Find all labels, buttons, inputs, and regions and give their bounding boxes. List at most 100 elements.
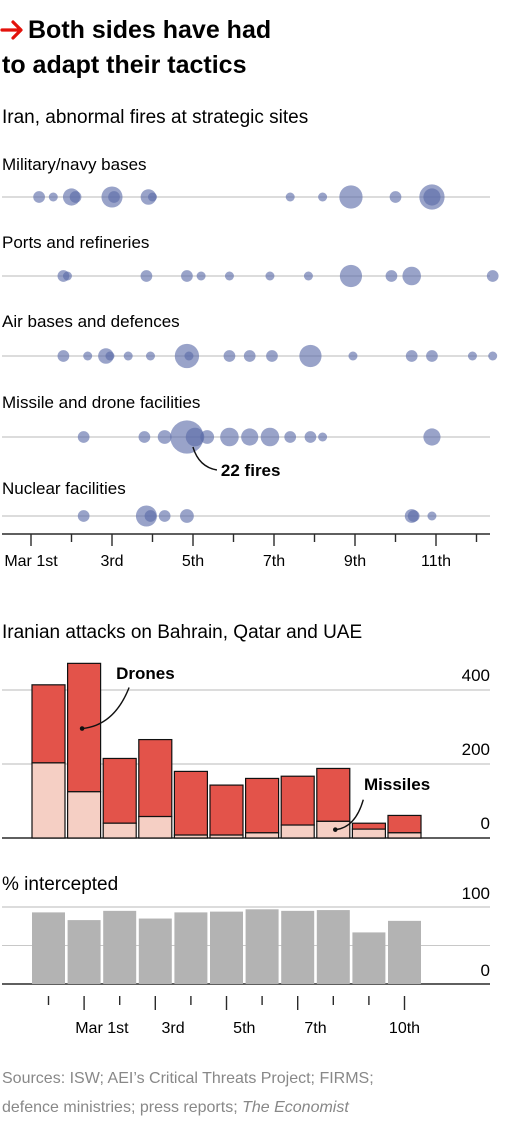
bar-y-tick-label: 0	[481, 814, 490, 833]
fire-bubble	[184, 351, 194, 361]
fire-bubble	[145, 351, 155, 361]
bubble-x-tick-label: 5th	[182, 553, 204, 570]
fire-bubble	[266, 350, 278, 362]
fire-bubble	[427, 511, 437, 521]
intercepted-bar	[281, 910, 315, 984]
date-tick-label: 3rd	[162, 1020, 185, 1037]
drones-bar	[31, 684, 66, 764]
intercepted-bar	[32, 912, 65, 984]
fire-bubble	[260, 427, 280, 447]
missiles-bar	[66, 791, 102, 839]
fire-bubble	[83, 351, 93, 361]
annotation-22-fires: 22 fires	[221, 461, 281, 480]
fire-bubble	[407, 510, 420, 522]
fire-bubble	[241, 428, 259, 446]
fire-bubble	[385, 270, 398, 282]
date-tick-label: 10th	[389, 1020, 420, 1037]
fire-bubble	[224, 271, 234, 281]
fire-bubble	[140, 270, 153, 282]
intercepted-bar	[245, 909, 279, 984]
date-tick-label: 5th	[233, 1020, 255, 1037]
row-label: Missile and drone facilities	[2, 393, 200, 412]
fire-bubble	[77, 431, 90, 443]
fire-bubble	[303, 271, 313, 281]
fire-bubble	[158, 510, 171, 522]
drones-bar	[138, 738, 173, 818]
sources-line-2: defence ministries; press reports; The E…	[2, 1099, 349, 1116]
headline-line-2: to adapt their tactics	[2, 51, 247, 79]
fire-bubble	[423, 428, 441, 446]
bubble-x-tick-label: Mar 1st	[4, 553, 58, 570]
missiles-leader-line	[335, 799, 364, 831]
bubble-x-tick-label: 7th	[263, 553, 285, 570]
row-label: Ports and refineries	[2, 233, 149, 252]
drones-bar	[173, 770, 208, 836]
fire-bubble	[69, 191, 82, 203]
fire-bubble	[339, 264, 363, 288]
intercepted-bar	[388, 920, 421, 984]
missiles-bar	[351, 828, 386, 839]
intercepted-y-tick-label: 0	[481, 961, 490, 980]
attacks-chart-title: Iranian attacks on Bahrain, Qatar and UA…	[2, 622, 362, 643]
date-tick-label: 7th	[304, 1020, 326, 1037]
fire-bubble	[57, 350, 70, 362]
sources-line-1: Sources: ISW; AEI’s Critical Threats Pro…	[2, 1070, 374, 1087]
fire-bubble	[185, 427, 205, 447]
fire-bubble	[181, 270, 193, 282]
missiles-bar	[31, 762, 66, 839]
missiles-bar	[209, 834, 244, 839]
fire-bubble	[389, 191, 402, 203]
intercepted-bar	[67, 920, 101, 984]
fire-bubble	[223, 350, 236, 362]
fire-bubble	[33, 191, 45, 203]
drones-label: Drones	[116, 664, 175, 683]
intercepted-chart-title: % intercepted	[2, 874, 118, 895]
fire-bubble	[138, 431, 151, 443]
row-label: Military/navy bases	[2, 155, 147, 174]
fire-bubble	[299, 344, 322, 368]
intercepted-y-tick-label: 100	[462, 884, 490, 903]
missiles-label: Missiles	[364, 775, 430, 794]
missiles-leader-dot	[333, 827, 338, 832]
fire-bubble	[243, 350, 256, 362]
intercepted-bar	[138, 918, 172, 984]
missiles-bar	[245, 832, 280, 839]
fire-bubble	[285, 192, 295, 202]
intercepted-bar	[174, 912, 208, 984]
fire-bubble	[200, 430, 215, 444]
bar-y-tick-label: 200	[462, 740, 490, 759]
intercepted-bar	[210, 911, 243, 984]
missiles-bar	[387, 832, 422, 839]
fire-bubble	[180, 509, 194, 523]
fire-bubble	[220, 427, 239, 447]
sources-publication: The Economist	[242, 1099, 349, 1116]
fire-bubble	[348, 351, 358, 361]
arrow-icon	[0, 20, 23, 40]
bubble-x-tick-label: 11th	[421, 553, 451, 570]
fire-bubble	[284, 431, 297, 443]
fire-bubble	[488, 351, 498, 361]
drones-bar	[351, 822, 386, 830]
missiles-bar	[173, 834, 208, 839]
fire-bubble	[123, 351, 133, 361]
headline-line-1: Both sides have had	[28, 16, 271, 44]
fire-bubble	[402, 266, 421, 286]
intercepted-bar	[352, 932, 386, 984]
intercepted-bar	[316, 910, 350, 984]
fire-bubble	[105, 351, 115, 361]
fire-bubble	[265, 271, 275, 281]
bubble-x-tick-label: 3rd	[100, 553, 123, 570]
row-label: Nuclear facilities	[2, 479, 126, 498]
fire-bubble	[157, 430, 172, 444]
fire-bubble	[108, 191, 120, 203]
missiles-bar	[280, 824, 315, 839]
drones-bar	[280, 775, 315, 826]
missiles-bar	[138, 815, 173, 839]
intercepted-bar	[103, 910, 137, 984]
fire-bubble	[318, 192, 328, 202]
bubble-chart-title: Iran, abnormal fires at strategic sites	[2, 107, 308, 128]
row-label: Air bases and defences	[2, 312, 180, 331]
drones-leader-line	[82, 687, 130, 730]
annotation-leader-line	[192, 446, 218, 471]
